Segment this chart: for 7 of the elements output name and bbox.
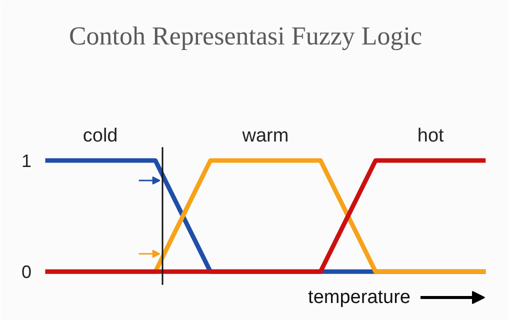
- x-axis-title: temperature: [308, 287, 411, 308]
- chart-title: Contoh Representasi Fuzzy Logic: [68, 22, 422, 50]
- series-label: warm: [241, 126, 289, 146]
- y-tick-label: 1: [21, 151, 32, 171]
- series-label: cold: [82, 126, 118, 146]
- series-label: hot: [417, 126, 445, 146]
- y-tick-label: 0: [21, 262, 32, 282]
